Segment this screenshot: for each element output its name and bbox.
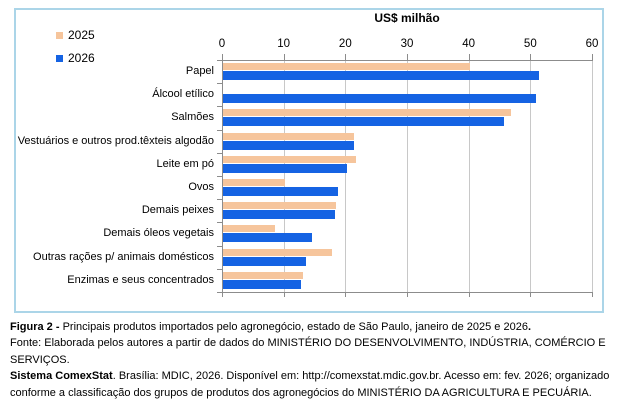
bar-2025 (223, 155, 357, 163)
bar-2026 (223, 117, 504, 127)
x-axis-tick-top (345, 54, 346, 60)
caption-text: Principais produtos importados pelo agro… (62, 321, 528, 333)
legend-label-2026: 2026 (68, 51, 95, 65)
y-axis-tick (217, 246, 222, 247)
bar-2025 (223, 248, 332, 256)
x-axis-tick-top (222, 54, 223, 60)
y-axis-tick (217, 153, 222, 154)
caption-text-bold: Sistema ComexStat (10, 370, 113, 383)
category-label: Álcool etílico (152, 88, 214, 101)
caption-line: Sistema ComexStat. Brasília: MDIC, 2026.… (10, 368, 628, 384)
bar-2026 (223, 233, 313, 243)
y-axis-tick (217, 106, 222, 107)
category-label: Outras rações p/ animais domésticos (33, 250, 214, 263)
category-label: Leite em pó (156, 157, 214, 170)
legend-label-2025: 2025 (68, 28, 95, 42)
x-axis-tick-bottom (407, 293, 408, 297)
y-axis-tick (217, 222, 222, 223)
bar-2025 (223, 202, 336, 210)
x-axis-line-top (222, 60, 593, 61)
caption-text: conforme a classificação dos grupos de p… (10, 386, 592, 399)
y-axis-tick (217, 199, 222, 200)
y-axis-tick (217, 83, 222, 84)
caption-text-bold: Figura 2 - (10, 321, 63, 333)
x-axis-tick-label: 10 (277, 38, 291, 50)
x-axis-tick-label: 20 (338, 38, 352, 50)
x-axis-tick-top (284, 54, 285, 60)
caption-text: . Brasília: MDIC, 2026. Disponível em: h… (112, 370, 610, 383)
bar-2026 (223, 187, 339, 196)
y-axis-tick (217, 130, 222, 131)
bar-2025 (223, 179, 286, 186)
category-label: Vestuários e outros prod.têxteis algodão (17, 134, 214, 147)
bar-2026 (223, 94, 537, 104)
caption-line: Fonte: Elaborada pelos autores a partir … (10, 335, 628, 368)
x-axis-line-bottom (222, 292, 593, 293)
vertical-gridline (345, 61, 346, 292)
y-axis-line (222, 60, 223, 293)
category-label: Papel (185, 65, 214, 77)
y-axis-tick (217, 269, 222, 270)
bar-2026 (223, 256, 306, 266)
x-axis-tick-bottom (530, 293, 531, 297)
x-axis-tick-bottom (222, 293, 223, 297)
bar-2025 (223, 225, 275, 233)
category-label: Salmões (171, 111, 214, 124)
vertical-gridline (530, 61, 531, 292)
x-axis-tick-label: 0 (218, 38, 226, 50)
bar-2026 (223, 279, 302, 289)
chart-title: US$ milhão (374, 11, 440, 25)
bar-2025 (223, 271, 304, 279)
category-label: Demais peixes (141, 204, 214, 217)
vertical-gridline (284, 61, 285, 292)
legend-item-2026: 2026 (56, 51, 95, 65)
caption-text: Fonte: Elaborada pelos autores a partir … (10, 337, 606, 366)
bar-2026 (223, 140, 354, 150)
x-axis-tick-label: 60 (585, 38, 599, 50)
legend-swatch-2026 (56, 54, 63, 62)
legend-swatch-2025 (56, 31, 63, 39)
bar-2025 (223, 109, 511, 117)
bar-2025 (223, 132, 355, 140)
category-label: Ovos (188, 181, 214, 193)
vertical-gridline (407, 61, 408, 292)
x-axis-tick-bottom (345, 293, 346, 297)
caption-line: Figura 2 - Principais produtos importado… (10, 319, 628, 335)
bar-2026 (223, 210, 335, 220)
legend-item-2025: 2025 (56, 28, 95, 42)
x-axis-tick-bottom (592, 293, 593, 297)
y-axis-tick (217, 292, 222, 293)
bar-2026 (223, 71, 539, 80)
bar-2025 (223, 63, 471, 70)
x-axis-tick-top (407, 54, 408, 60)
x-axis-tick-bottom (469, 293, 470, 297)
x-axis-tick-label: 30 (400, 38, 414, 50)
y-axis-tick (217, 176, 222, 177)
x-axis-tick-label: 40 (462, 38, 476, 50)
caption-text-bold: . (527, 321, 532, 333)
x-axis-tick-top (469, 54, 470, 60)
x-axis-tick-top (592, 54, 593, 60)
vertical-gridline (592, 61, 593, 292)
x-axis-tick-label: 50 (523, 38, 537, 50)
x-axis-tick-bottom (284, 293, 285, 297)
vertical-gridline (469, 61, 470, 292)
category-label: Demais óleos vegetais (103, 227, 214, 240)
category-label: Enzimas e seus concentrados (67, 273, 214, 286)
y-axis-tick (217, 60, 222, 61)
bar-2026 (223, 163, 347, 173)
figure-caption: Figura 2 - Principais produtos importado… (10, 319, 628, 402)
x-axis-tick-top (530, 54, 531, 60)
caption-line: conforme a classificação dos grupos de p… (10, 385, 628, 402)
